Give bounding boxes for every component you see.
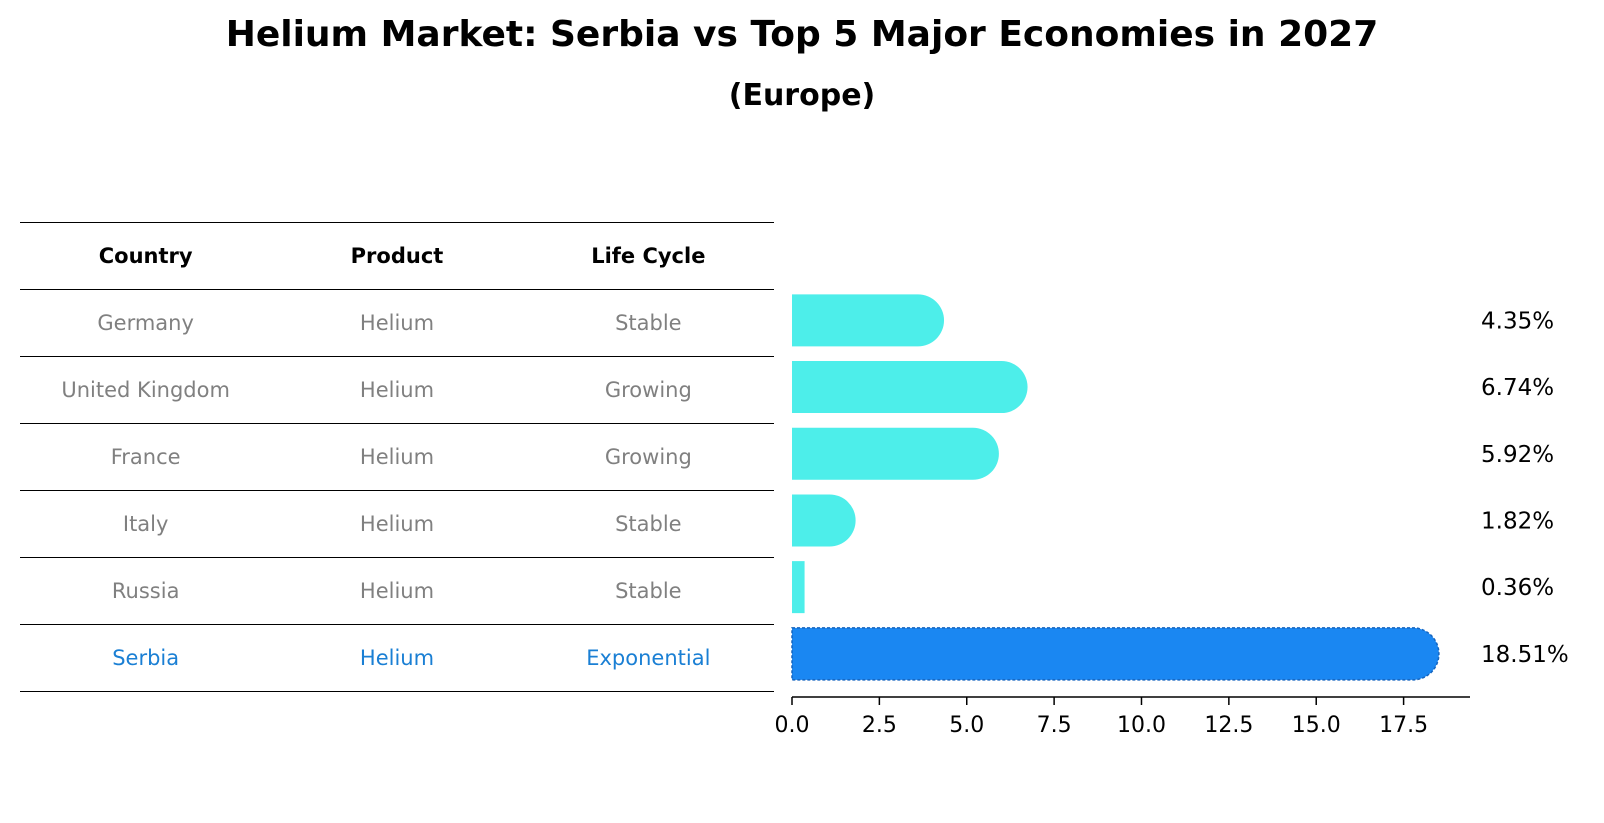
bar-united-kingdom xyxy=(792,361,1028,414)
cell-product: Helium xyxy=(271,624,523,692)
x-tick-label: 0.0 xyxy=(775,713,810,738)
value-label: 18.51% xyxy=(1481,642,1569,668)
x-tick-label: 2.5 xyxy=(862,713,897,738)
x-tick-label: 10.0 xyxy=(1117,713,1166,738)
table-row: France Helium Growing xyxy=(20,423,774,491)
value-label: 1.82% xyxy=(1481,508,1554,534)
table-header-row: Country Product Life Cycle xyxy=(20,222,774,290)
bar-serbia xyxy=(791,627,1440,681)
cell-country: Russia xyxy=(20,557,272,625)
cell-country: Italy xyxy=(20,490,272,558)
bar-germany xyxy=(792,294,945,347)
cell-product: Helium xyxy=(271,289,523,357)
bar-italy xyxy=(792,494,856,547)
cell-life-cycle: Stable xyxy=(522,557,774,625)
value-label: 4.35% xyxy=(1481,308,1554,334)
x-tick-label: 17.5 xyxy=(1379,713,1428,738)
cell-life-cycle: Exponential xyxy=(522,624,774,692)
cell-country: Germany xyxy=(20,289,272,357)
value-label: 6.74% xyxy=(1481,375,1554,401)
cell-product: Helium xyxy=(271,490,523,558)
chart-subtitle: (Europe) xyxy=(728,78,876,113)
table-row: Italy Helium Stable xyxy=(20,490,774,558)
table-row: Russia Helium Stable xyxy=(20,557,774,625)
x-tick-label: 7.5 xyxy=(1037,713,1072,738)
cell-life-cycle: Stable xyxy=(522,490,774,558)
data-table: Country Product Life Cycle Germany Heliu… xyxy=(20,222,774,692)
x-tick-label: 12.5 xyxy=(1204,713,1253,738)
value-label: 5.92% xyxy=(1481,442,1554,468)
cell-life-cycle: Growing xyxy=(522,423,774,491)
cell-country: France xyxy=(20,423,272,491)
table-row: Germany Helium Stable xyxy=(20,289,774,357)
x-tick-label: 5.0 xyxy=(949,713,984,738)
value-label: 0.36% xyxy=(1481,575,1554,601)
bar-france xyxy=(792,427,999,480)
bar-russia xyxy=(792,561,805,614)
cell-life-cycle: Stable xyxy=(522,289,774,357)
table-row-highlight: Serbia Helium Exponential xyxy=(20,624,774,692)
cell-product: Helium xyxy=(271,557,523,625)
header-life-cycle: Life Cycle xyxy=(522,222,774,290)
cell-product: Helium xyxy=(271,356,523,424)
chart-title: Helium Market: Serbia vs Top 5 Major Eco… xyxy=(225,14,1379,55)
x-tick-label: 15.0 xyxy=(1292,713,1341,738)
table-row: United Kingdom Helium Growing xyxy=(20,356,774,424)
cell-product: Helium xyxy=(271,423,523,491)
cell-country: United Kingdom xyxy=(20,356,272,424)
header-country: Country xyxy=(20,222,272,290)
header-product: Product xyxy=(271,222,523,290)
cell-country: Serbia xyxy=(20,624,272,692)
